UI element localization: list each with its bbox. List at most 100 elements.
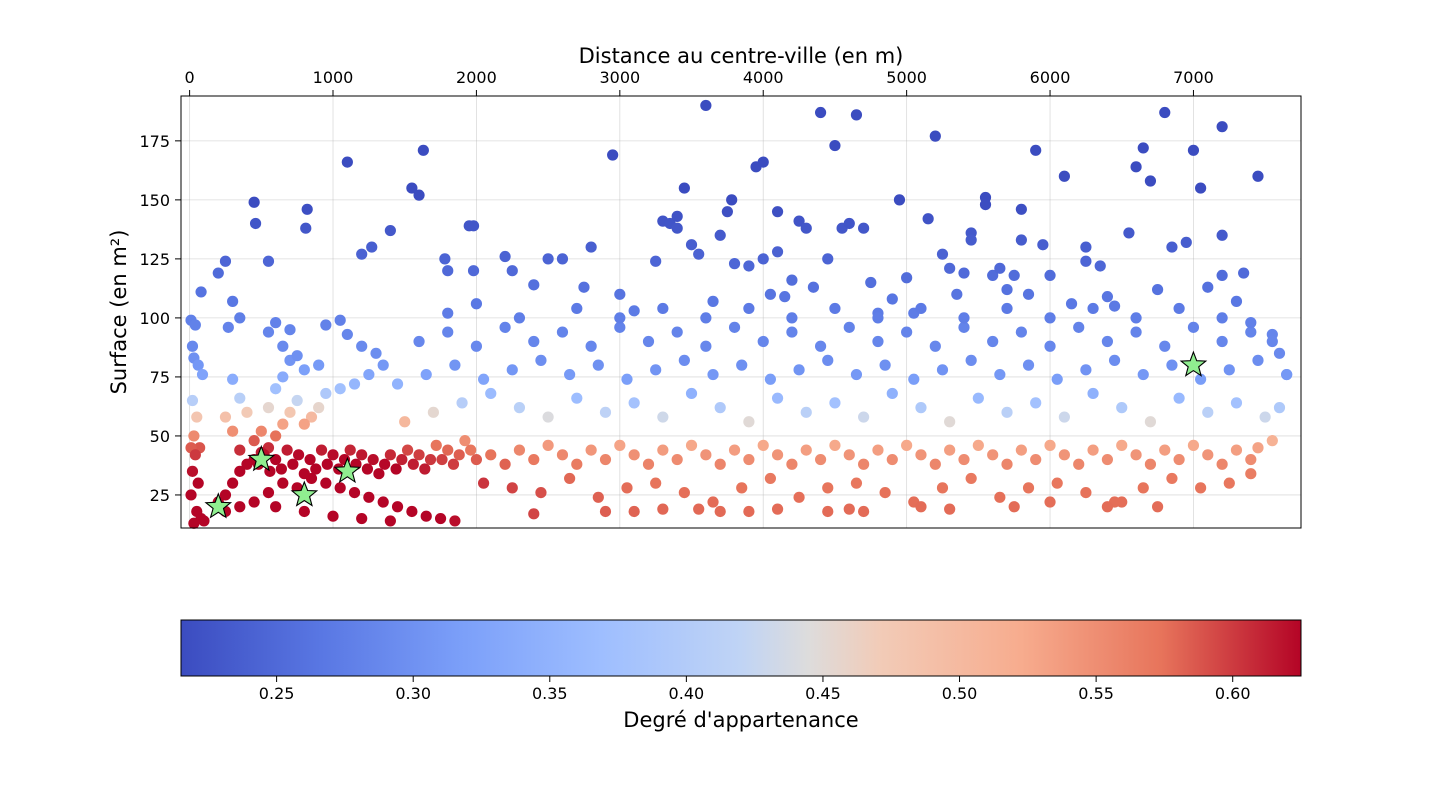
scatter-point bbox=[300, 222, 312, 234]
scatter-point bbox=[843, 449, 855, 461]
scatter-point bbox=[872, 312, 884, 324]
scatter-point bbox=[186, 394, 199, 407]
scatter-point bbox=[872, 444, 884, 456]
y-tick-label: 50 bbox=[150, 427, 170, 446]
scatter-point bbox=[700, 312, 712, 324]
scatter-point bbox=[599, 406, 612, 418]
scatter-point bbox=[700, 99, 712, 112]
y-axis-label: Surface (en m²) bbox=[107, 230, 131, 395]
scatter-point bbox=[585, 340, 597, 352]
scatter-point bbox=[1187, 321, 1200, 333]
scatter-point bbox=[1101, 453, 1114, 466]
scatter-point bbox=[822, 253, 834, 265]
scatter-point bbox=[1087, 387, 1099, 400]
scatter-point bbox=[678, 486, 690, 499]
scatter-point bbox=[628, 505, 640, 518]
scatter-point bbox=[327, 449, 339, 461]
scatter-point bbox=[1001, 283, 1013, 296]
scatter-point bbox=[743, 260, 755, 272]
scatter-point bbox=[671, 210, 683, 222]
scatter-point bbox=[459, 435, 471, 447]
scatter-point bbox=[1137, 142, 1149, 154]
scatter-point bbox=[671, 326, 683, 338]
highlighted-stars bbox=[204, 350, 1208, 519]
scatter-point bbox=[764, 373, 776, 385]
scatter-point bbox=[642, 458, 655, 470]
scatter-point bbox=[1151, 501, 1164, 513]
scatter-point bbox=[434, 512, 447, 525]
scatter-point bbox=[714, 402, 726, 414]
scatter-point bbox=[241, 406, 253, 418]
scatter-point bbox=[671, 453, 683, 466]
scatter-point bbox=[384, 449, 396, 461]
scatter-point bbox=[1144, 458, 1157, 470]
scatter-point bbox=[262, 326, 275, 338]
scatter-point bbox=[958, 267, 970, 279]
highlight-star bbox=[290, 480, 319, 507]
scatter-point bbox=[1015, 444, 1027, 456]
scatter-point bbox=[1195, 373, 1207, 385]
scatter-point bbox=[320, 477, 332, 489]
scatter-point bbox=[1001, 302, 1013, 315]
scatter-point bbox=[728, 444, 741, 456]
scatter-point bbox=[571, 458, 583, 470]
scatter-point bbox=[972, 392, 984, 404]
scatter-point bbox=[419, 463, 431, 475]
colorbar-tick-label: 0.50 bbox=[942, 684, 978, 703]
scatter-point bbox=[1087, 444, 1099, 456]
scatter-point bbox=[192, 477, 204, 489]
scatter-point bbox=[814, 453, 827, 466]
scatter-point bbox=[1230, 444, 1243, 456]
scatter-point bbox=[506, 364, 518, 376]
scatter-point bbox=[1130, 326, 1142, 338]
scatter-point bbox=[185, 489, 197, 501]
scatter-point bbox=[1216, 458, 1228, 470]
scatter-point bbox=[743, 505, 755, 518]
scatter-point bbox=[248, 435, 260, 447]
scatter-point bbox=[1108, 300, 1121, 312]
scatter-point bbox=[1266, 435, 1278, 447]
scatter-point bbox=[793, 491, 805, 503]
scatter-point bbox=[291, 394, 303, 407]
scatter-point bbox=[685, 387, 698, 400]
scatter-point bbox=[994, 368, 1006, 381]
scatter-point bbox=[1166, 359, 1178, 371]
scatter-point bbox=[865, 276, 877, 289]
scatter-point bbox=[186, 465, 199, 477]
scatter-point bbox=[936, 364, 949, 376]
scatter-point bbox=[195, 286, 207, 298]
scatter-point bbox=[528, 279, 540, 291]
scatter-point bbox=[1044, 340, 1056, 352]
scatter-point bbox=[1130, 161, 1142, 173]
scatter-point bbox=[270, 383, 282, 395]
scatter-point bbox=[436, 453, 448, 466]
scatter-point bbox=[227, 373, 239, 385]
scatter-point bbox=[1159, 106, 1171, 119]
scatter-point bbox=[650, 477, 662, 489]
scatter-point bbox=[1223, 477, 1235, 489]
scatter-point bbox=[599, 453, 612, 466]
scatter-point bbox=[850, 109, 863, 121]
scatter-point bbox=[1144, 175, 1157, 187]
scatter-point bbox=[234, 392, 246, 404]
scatter-point bbox=[886, 453, 898, 466]
scatter-point bbox=[944, 503, 956, 515]
scatter-point bbox=[449, 359, 461, 371]
scatter-point bbox=[234, 312, 246, 324]
scatter-point bbox=[743, 453, 755, 466]
highlight-star bbox=[333, 456, 362, 484]
scatter-point bbox=[477, 373, 490, 385]
scatter-point bbox=[219, 411, 232, 423]
scatter-point bbox=[241, 458, 253, 470]
scatter-point bbox=[814, 340, 827, 352]
scatter-point bbox=[757, 335, 769, 348]
scatter-point bbox=[212, 267, 224, 279]
scatter-point bbox=[901, 272, 913, 284]
scatter-point bbox=[858, 411, 870, 423]
scatter-point bbox=[757, 253, 769, 265]
scatter-point bbox=[413, 449, 425, 461]
scatter-point bbox=[1044, 312, 1056, 324]
scatter-point bbox=[994, 262, 1006, 274]
scatter-point bbox=[1044, 496, 1056, 508]
scatter-point bbox=[370, 347, 382, 359]
